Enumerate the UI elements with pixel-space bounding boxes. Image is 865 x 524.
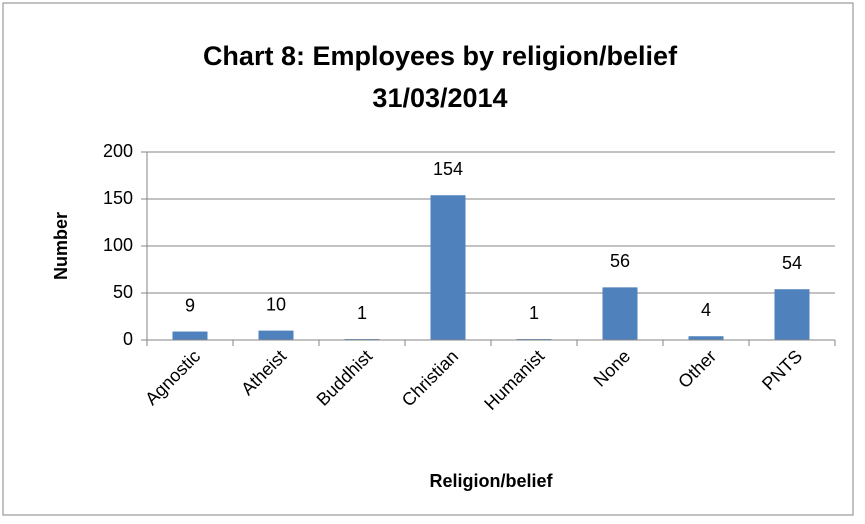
data-label: 54 [782, 253, 802, 273]
data-label: 10 [266, 294, 286, 314]
bar [774, 289, 810, 340]
data-label: 1 [357, 303, 367, 323]
bar [258, 330, 294, 340]
chart-title: Chart 8: Employees by religion/belief [203, 41, 678, 71]
chart-border [2, 2, 854, 516]
data-label: 1 [529, 303, 539, 323]
data-label: 9 [185, 295, 195, 315]
x-axis-title: Religion/belief [429, 471, 553, 491]
bar [172, 331, 208, 340]
y-tick-label: 0 [123, 329, 133, 349]
chart-subtitle: 31/03/2014 [372, 83, 507, 113]
data-label: 154 [433, 159, 463, 179]
data-label: 56 [610, 251, 630, 271]
y-tick-label: 150 [103, 188, 133, 208]
y-tick-label: 50 [113, 282, 133, 302]
bar [602, 287, 638, 340]
y-axis-title: Number [51, 212, 71, 280]
bar [688, 336, 724, 340]
data-label: 4 [701, 300, 711, 320]
bar [430, 195, 466, 340]
y-tick-label: 200 [103, 141, 133, 161]
y-tick-label: 100 [103, 235, 133, 255]
